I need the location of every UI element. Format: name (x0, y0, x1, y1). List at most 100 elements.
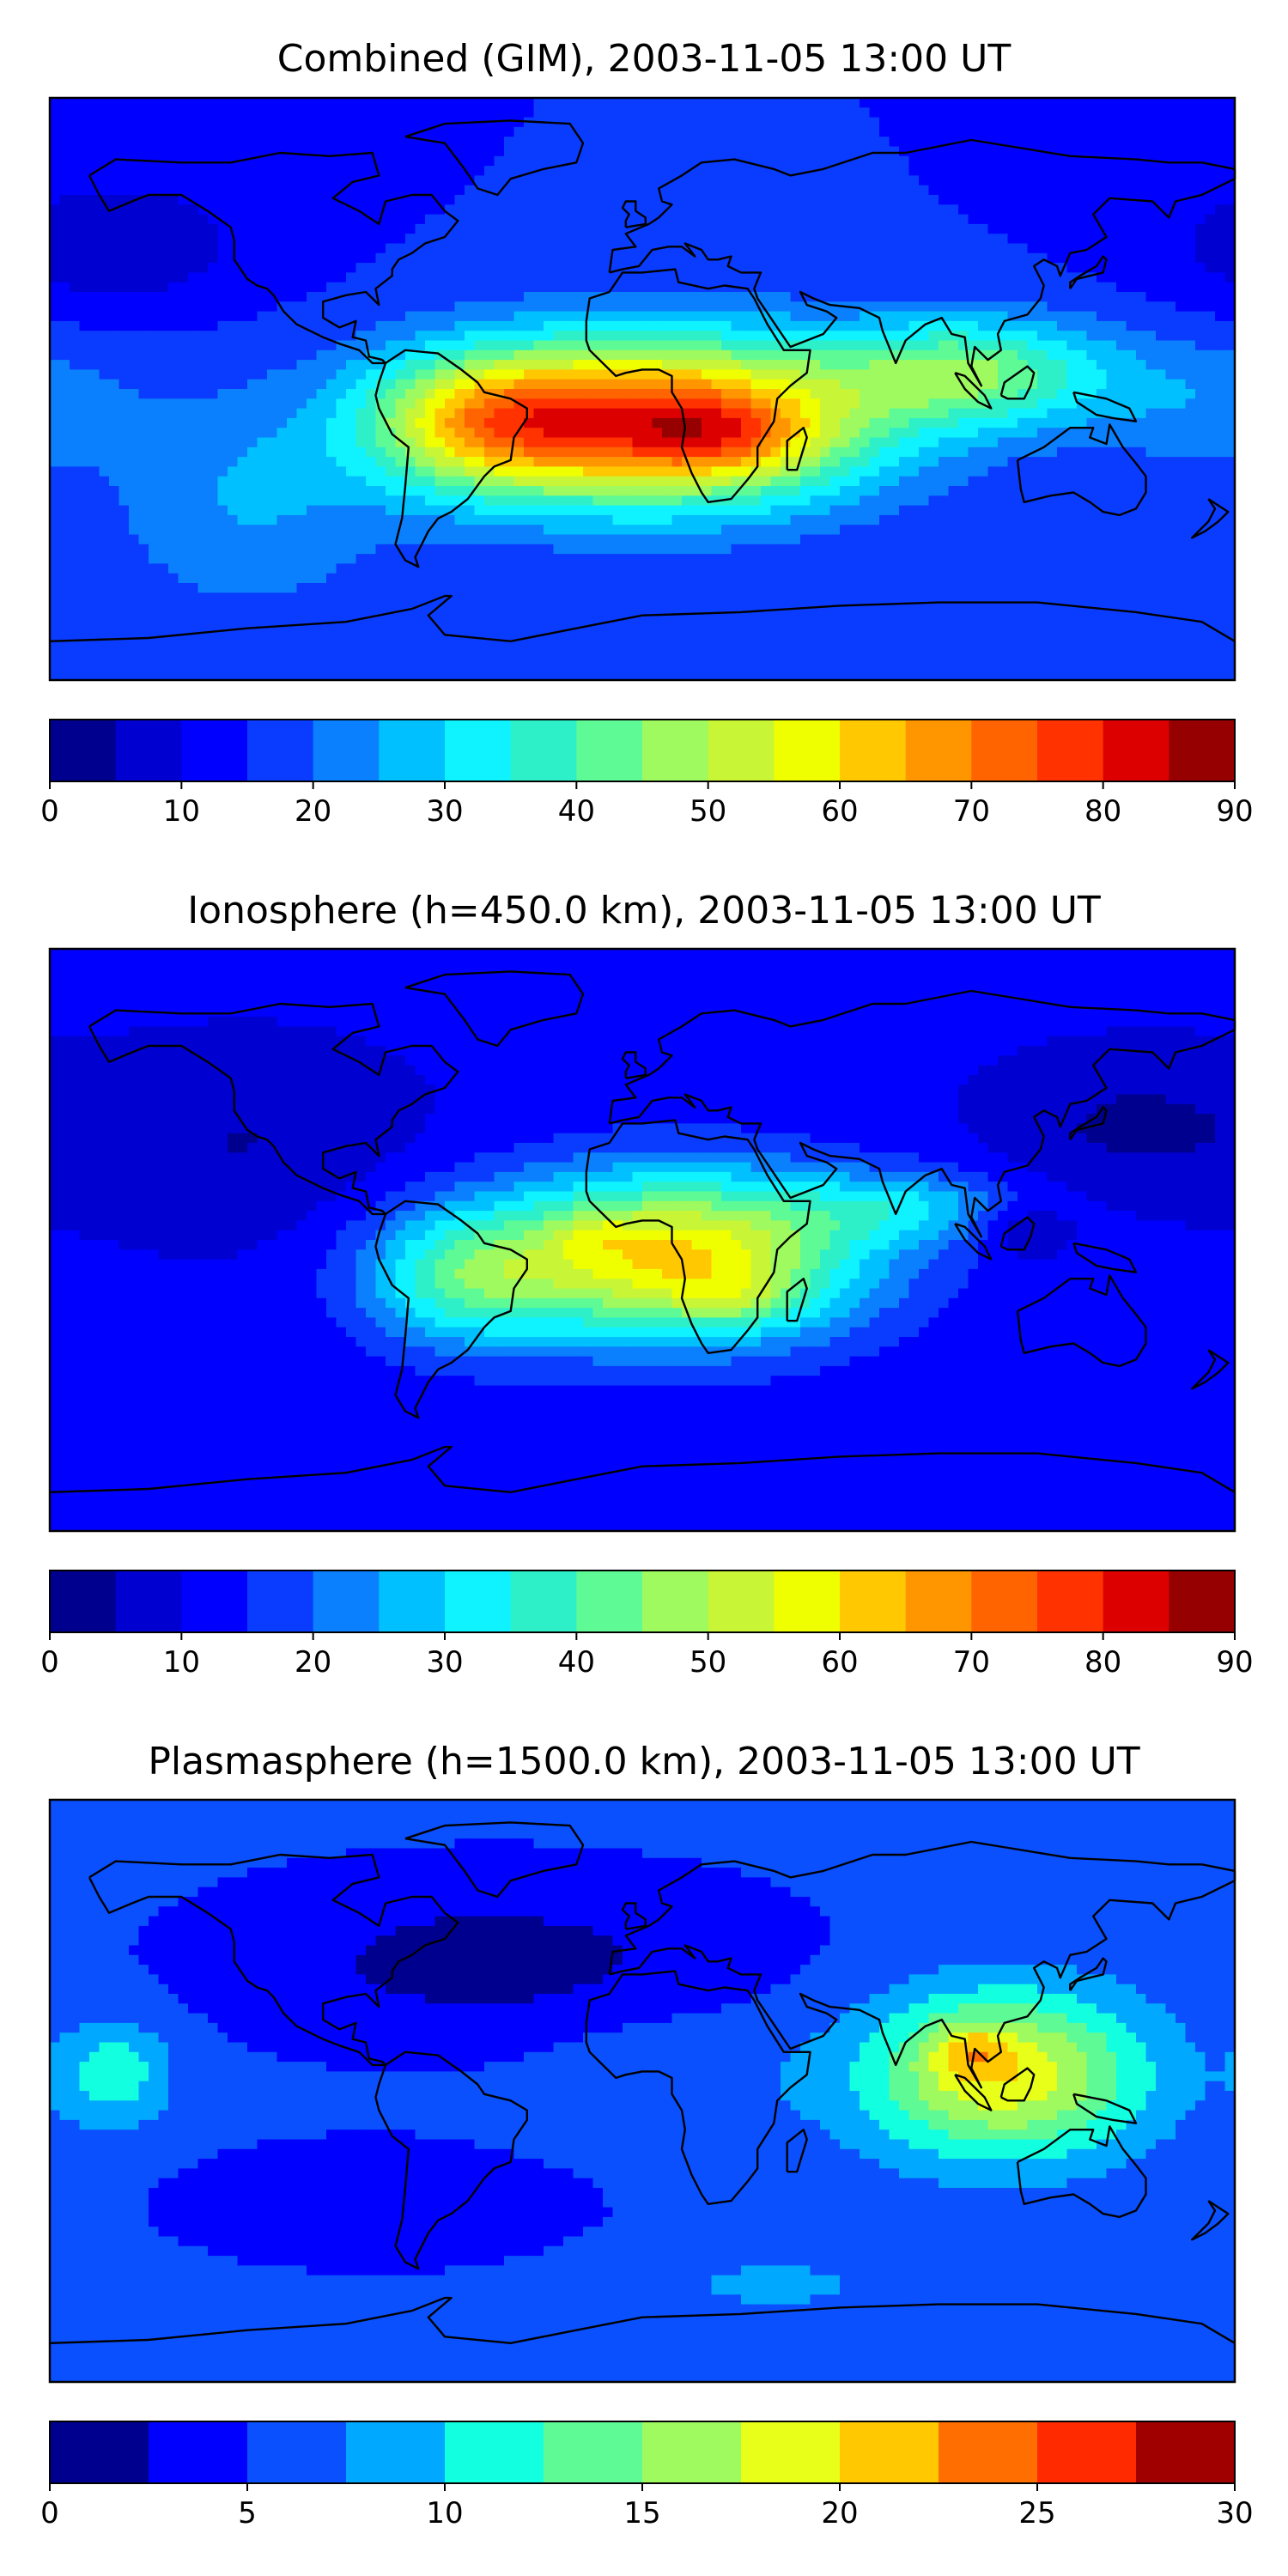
field-cell (1057, 321, 1067, 331)
field-cell (860, 350, 870, 361)
field-cell (949, 292, 959, 302)
field-cell (139, 466, 149, 477)
field-cell (909, 438, 920, 448)
field-cell (386, 224, 396, 234)
field-cell (1136, 253, 1146, 264)
field-cell (307, 418, 317, 428)
field-cell (416, 369, 426, 380)
field-cell (159, 477, 169, 487)
field-cell (712, 301, 722, 312)
field-cell (317, 263, 327, 273)
field-cell (139, 360, 149, 370)
field-cell (761, 147, 771, 157)
field-cell (791, 118, 801, 128)
field-cell (761, 331, 771, 341)
field-cell (445, 341, 455, 351)
field-cell (811, 466, 821, 477)
field-cell (307, 447, 317, 458)
field-cell (1107, 466, 1117, 477)
field-cell (682, 486, 692, 496)
field-cell (563, 292, 574, 302)
field-cell (287, 477, 297, 487)
field-cell (129, 350, 139, 361)
field-cell (830, 147, 841, 157)
field-cell (554, 398, 564, 409)
field-cell (791, 438, 801, 448)
field-cell (702, 98, 712, 108)
field-cell (247, 321, 258, 331)
field-cell (188, 137, 198, 147)
field-cell (475, 369, 485, 380)
field-cell (159, 360, 169, 370)
field-cell (1176, 447, 1186, 458)
field-cell (544, 398, 554, 409)
field-cell (1186, 263, 1196, 273)
field-cell (830, 457, 841, 467)
field-cell (613, 409, 623, 419)
field-cell (416, 118, 426, 128)
field-cell (455, 185, 465, 196)
field-cell (149, 398, 159, 409)
field-cell (998, 118, 1008, 128)
field-cell (60, 272, 70, 283)
field-cell (653, 350, 663, 361)
field-cell (840, 204, 850, 215)
field-cell (504, 107, 514, 118)
field-cell (326, 215, 337, 225)
field-cell (840, 447, 850, 458)
field-cell (168, 301, 179, 312)
field-cell (80, 175, 90, 185)
field-cell (781, 253, 791, 264)
field-cell (70, 234, 80, 244)
field-cell (998, 107, 1008, 118)
field-cell (435, 438, 446, 448)
field-cell (179, 292, 189, 302)
field-cell (761, 360, 771, 370)
field-cell (218, 428, 228, 438)
field-cell (514, 292, 525, 302)
field-cell (840, 312, 850, 322)
field-cell (830, 127, 841, 137)
field-cell (1146, 292, 1157, 302)
field-cell (326, 398, 337, 409)
field-cell (1206, 98, 1216, 108)
field-cell (504, 301, 514, 312)
field-cell (495, 486, 505, 496)
field-cell (899, 185, 909, 196)
field-cell (682, 380, 692, 390)
field-cell (662, 389, 672, 399)
field-cell (208, 156, 218, 167)
field-cell (188, 466, 198, 477)
field-cell (119, 331, 130, 341)
field-cell (603, 234, 613, 244)
field-cell (840, 418, 850, 428)
field-cell (129, 175, 139, 185)
field-cell (702, 418, 712, 428)
field-cell (218, 283, 228, 293)
field-cell (366, 398, 376, 409)
field-cell (603, 321, 613, 331)
field-cell (396, 147, 406, 157)
field-cell (741, 350, 751, 361)
field-cell (870, 447, 880, 458)
field-cell (554, 98, 564, 108)
field-cell (247, 215, 258, 225)
field-cell (386, 253, 396, 264)
field-cell (998, 98, 1008, 108)
field-cell (642, 175, 653, 185)
field-cell (100, 350, 110, 361)
field-cell (751, 195, 762, 205)
field-cell (514, 321, 525, 331)
field-cell (870, 107, 880, 118)
field-cell (376, 118, 386, 128)
field-cell (465, 398, 475, 409)
field-cell (890, 263, 900, 273)
field-cell (890, 418, 900, 428)
field-cell (198, 127, 209, 137)
field-cell (988, 321, 999, 331)
field-cell (198, 283, 209, 293)
field-cell (583, 477, 593, 487)
field-cell (70, 185, 80, 196)
field-cell (672, 321, 683, 331)
field-cell (1116, 175, 1127, 185)
